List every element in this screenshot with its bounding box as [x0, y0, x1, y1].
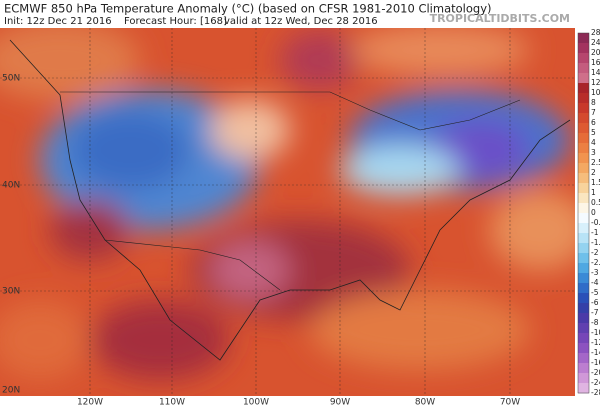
colorbar-label: 1.5 [591, 178, 600, 187]
colorbar-swatch [578, 163, 589, 174]
colorbar-swatch [578, 273, 589, 284]
colorbar-swatch [578, 103, 589, 114]
colorbar-swatch [578, 313, 589, 324]
colorbar-swatch [578, 223, 589, 234]
colorbar-swatch [578, 183, 589, 194]
colorbar-swatch [578, 193, 589, 204]
colorbar-swatch [578, 63, 589, 74]
lat-label: 30N [2, 287, 20, 297]
colorbar-swatch [578, 243, 589, 254]
colorbar-label: 2.5 [591, 158, 600, 167]
colorbar-swatch [578, 133, 589, 144]
lon-label: 100W [243, 398, 269, 408]
colorbar-label: -5 [591, 288, 599, 297]
colorbar-swatch [578, 53, 589, 64]
colorbar-label: -20 [591, 368, 600, 377]
colorbar-label: 0 [591, 208, 596, 217]
colorbar-swatch [578, 93, 589, 104]
colorbar-swatch [578, 33, 589, 44]
colorbar-label: -6 [591, 298, 599, 307]
colorbar-swatch [578, 363, 589, 374]
border [60, 91, 521, 131]
colorbar-swatch [578, 303, 589, 314]
colorbar-label: 28 [591, 28, 600, 37]
colorbar-label: -4 [591, 278, 599, 287]
colorbar-swatch [578, 43, 589, 54]
colorbar-label: -10 [591, 328, 600, 337]
colorbar-swatch [578, 253, 589, 264]
lon-label: 80W [415, 398, 435, 408]
colorbar-label: 24 [591, 38, 600, 47]
colorbar-swatch [578, 343, 589, 354]
colorbar-swatch [578, 143, 589, 154]
colorbar-swatch [578, 233, 589, 244]
colorbar-swatch [578, 173, 589, 184]
colorbar-swatch [578, 123, 589, 134]
colorbar-swatch [578, 293, 589, 304]
colorbar-label: -28 [591, 388, 600, 397]
colorbar-label: -7 [591, 308, 599, 317]
map-field [0, 28, 575, 396]
lat-label: 20N [2, 386, 20, 396]
colorbar-swatch [578, 333, 589, 344]
colorbar-swatch [578, 203, 589, 214]
colorbar-label: 12 [591, 78, 600, 87]
title: ECMWF 850 hPa Temperature Anomaly (°C) (… [4, 2, 491, 16]
colorbar-swatch [578, 73, 589, 84]
colorbar-label: -0.5 [591, 218, 600, 227]
colorbar-swatch [578, 113, 589, 124]
lon-label: 90W [330, 398, 350, 408]
colorbar-label: 0.5 [591, 198, 600, 207]
colorbar-swatch [578, 353, 589, 364]
colorbar-label: -24 [591, 378, 600, 387]
colorbar-label: -12 [591, 338, 600, 347]
colorbar-frame [577, 32, 590, 394]
colorbar-label: 3 [591, 148, 596, 157]
forecast-hour: Forecast Hour: [168] [124, 16, 227, 27]
colorbar-swatch [578, 323, 589, 334]
colorbar-label: -1.5 [591, 238, 600, 247]
colorbar-label: 8 [591, 98, 596, 107]
colorbar-label: -2 [591, 248, 599, 257]
colorbar-swatch [578, 383, 589, 394]
colorbar-swatch [578, 283, 589, 294]
lon-label: 110W [159, 398, 185, 408]
lon-label: 70W [500, 398, 520, 408]
colorbar-swatch [578, 263, 589, 274]
valid-time: valid at 12z Wed, Dec 28 2016 [224, 16, 378, 27]
colorbar-label: 4 [591, 138, 596, 147]
colorbar-label: -1 [591, 228, 599, 237]
colorbar-swatch [578, 373, 589, 384]
colorbar-swatch [578, 213, 589, 224]
colorbar-label: 2 [591, 168, 596, 177]
lat-label: 50N [2, 74, 20, 84]
colorbar-label: -2.5 [591, 258, 600, 267]
colorbar-swatch [578, 83, 589, 94]
colorbar-label: 20 [591, 48, 600, 57]
colorbar-label: 10 [591, 88, 600, 97]
colorbar-label: -3 [591, 268, 599, 277]
lat-label: 40N [2, 181, 20, 191]
colorbar-label: 1 [591, 188, 596, 197]
site-watermark: TROPICALTIDBITS.COM [430, 12, 570, 25]
lon-label: 120W [77, 398, 103, 408]
border [104, 239, 281, 291]
colorbar-label: 16 [591, 58, 600, 67]
colorbar-label: 14 [591, 68, 600, 77]
colorbar-label: -16 [591, 358, 600, 367]
colorbar-label: -14 [591, 348, 600, 357]
colorbar-label: 7 [591, 108, 596, 117]
colorbar-swatch [578, 153, 589, 164]
init-time: Init: 12z Dec 21 2016 [4, 16, 112, 27]
colorbar-label: -8 [591, 318, 599, 327]
coastline [9, 39, 571, 361]
colorbar-label: 6 [591, 118, 596, 127]
colorbar-label: 5 [591, 128, 596, 137]
